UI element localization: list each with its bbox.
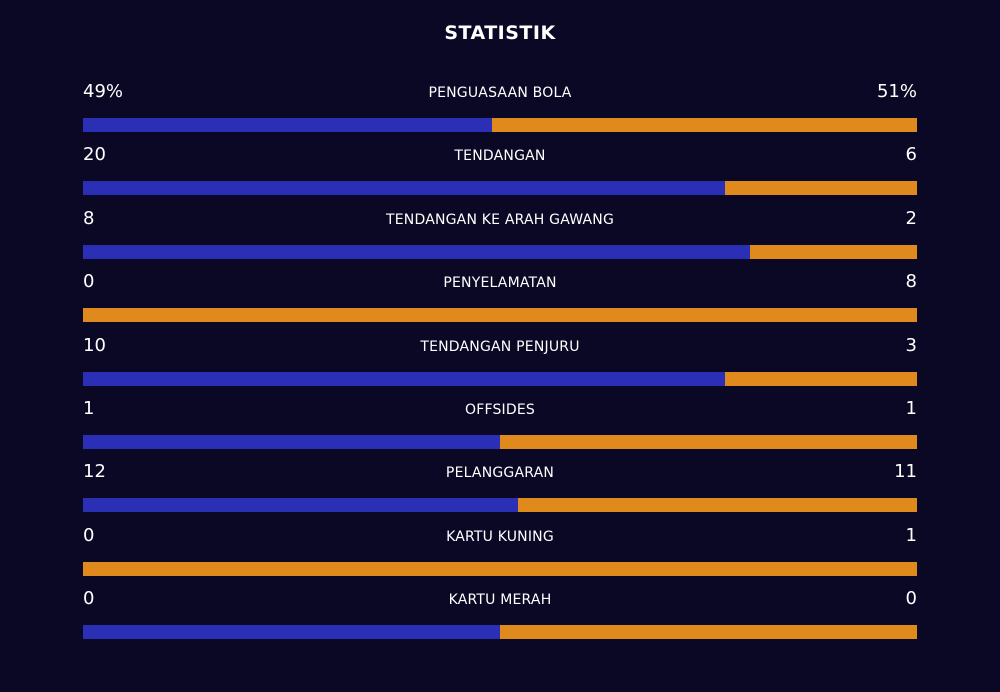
away-value: 1: [905, 397, 917, 419]
stat-header: 20 TENDANGAN 6: [83, 139, 917, 173]
stat-header: 1 OFFSIDES 1: [83, 393, 917, 427]
stat-row-fouls: 12 PELANGGARAN 11: [83, 456, 917, 519]
stat-label: KARTU KUNING: [446, 528, 554, 545]
away-bar-segment: [83, 561, 917, 576]
home-value: 49%: [83, 81, 124, 102]
away-value: 6: [905, 144, 917, 166]
stat-label: PENGUASAAN BOLA: [428, 85, 572, 101]
stat-row-shots: 20 TENDANGAN 6: [83, 139, 917, 202]
away-bar-segment: [724, 371, 917, 386]
home-value: 8: [83, 207, 95, 229]
stat-row-red-cards: 0 KARTU MERAH 0: [83, 583, 917, 646]
stat-row-corners: 10 TENDANGAN PENJURU 3: [83, 330, 917, 393]
away-value: 3: [905, 334, 917, 356]
stat-label: PELANGGARAN: [445, 465, 555, 482]
home-bar-segment: [83, 371, 725, 386]
stat-header: 0 KARTU KUNING 1: [83, 520, 917, 554]
home-value: 1: [83, 397, 95, 419]
away-value: 2: [905, 207, 917, 229]
comparison-bar: [83, 244, 917, 259]
stat-row-possession: 49% PENGUASAAN BOLA 51%: [83, 76, 917, 139]
stat-header: 49% PENGUASAAN BOLA 51%: [83, 76, 917, 110]
comparison-bar: [83, 498, 917, 513]
stat-header: 0 KARTU MERAH 0: [83, 583, 917, 617]
stat-header: 12 PELANGGARAN 11: [83, 456, 917, 490]
stat-row-saves: 0 PENYELAMATAN 8: [83, 266, 917, 329]
home-bar-segment: [83, 118, 492, 132]
stat-label: TENDANGAN KE ARAH GAWANG: [385, 211, 614, 228]
away-bar-segment: [83, 308, 917, 323]
stat-label: KARTU MERAH: [448, 592, 552, 609]
home-bar-segment: [83, 181, 725, 196]
away-bar-segment: [750, 244, 917, 259]
comparison-bar: [83, 434, 917, 449]
comparison-bar: [83, 561, 917, 576]
away-bar-segment: [500, 434, 917, 449]
away-value: 11: [894, 461, 917, 483]
stat-label: TENDANGAN PENJURU: [420, 338, 580, 355]
away-value: 8: [905, 271, 917, 293]
away-bar-segment: [500, 625, 917, 640]
comparison-bar: [83, 118, 917, 132]
home-value: 10: [83, 334, 106, 356]
stat-label: PENYELAMATAN: [443, 275, 557, 292]
stat-header: 0 PENYELAMATAN 8: [83, 266, 917, 300]
home-value: 0: [83, 524, 95, 546]
comparison-bar: [83, 371, 917, 386]
home-value: 0: [83, 271, 95, 293]
home-bar-segment: [83, 244, 751, 259]
statistics-title: STATISTIK: [444, 22, 556, 44]
home-bar-segment: [83, 625, 500, 640]
comparison-bar: [83, 308, 917, 323]
stat-row-offsides: 1 OFFSIDES 1: [83, 393, 917, 456]
away-value: 0: [905, 588, 917, 610]
away-bar-segment: [491, 118, 917, 132]
stat-row-yellow-cards: 0 KARTU KUNING 1: [83, 520, 917, 583]
stat-label: OFFSIDES: [464, 401, 535, 418]
away-value: 51%: [876, 81, 917, 102]
away-value: 1: [905, 524, 917, 546]
stat-header: 10 TENDANGAN PENJURU 3: [83, 330, 917, 364]
home-bar-segment: [83, 498, 519, 513]
home-value: 12: [83, 461, 106, 483]
comparison-bar: [83, 625, 917, 640]
stat-row-shots-on-target: 8 TENDANGAN KE ARAH GAWANG 2: [83, 203, 917, 266]
away-bar-segment: [724, 181, 917, 196]
home-value: 0: [83, 588, 95, 610]
home-bar-segment: [83, 434, 500, 449]
stat-header: 8 TENDANGAN KE ARAH GAWANG 2: [83, 203, 917, 237]
stat-label: TENDANGAN: [454, 148, 546, 165]
away-bar-segment: [518, 498, 917, 513]
statistics-list: 49% PENGUASAAN BOLA 51% 20 TENDANGAN 6 8…: [83, 76, 917, 647]
home-value: 20: [83, 144, 106, 166]
comparison-bar: [83, 181, 917, 196]
